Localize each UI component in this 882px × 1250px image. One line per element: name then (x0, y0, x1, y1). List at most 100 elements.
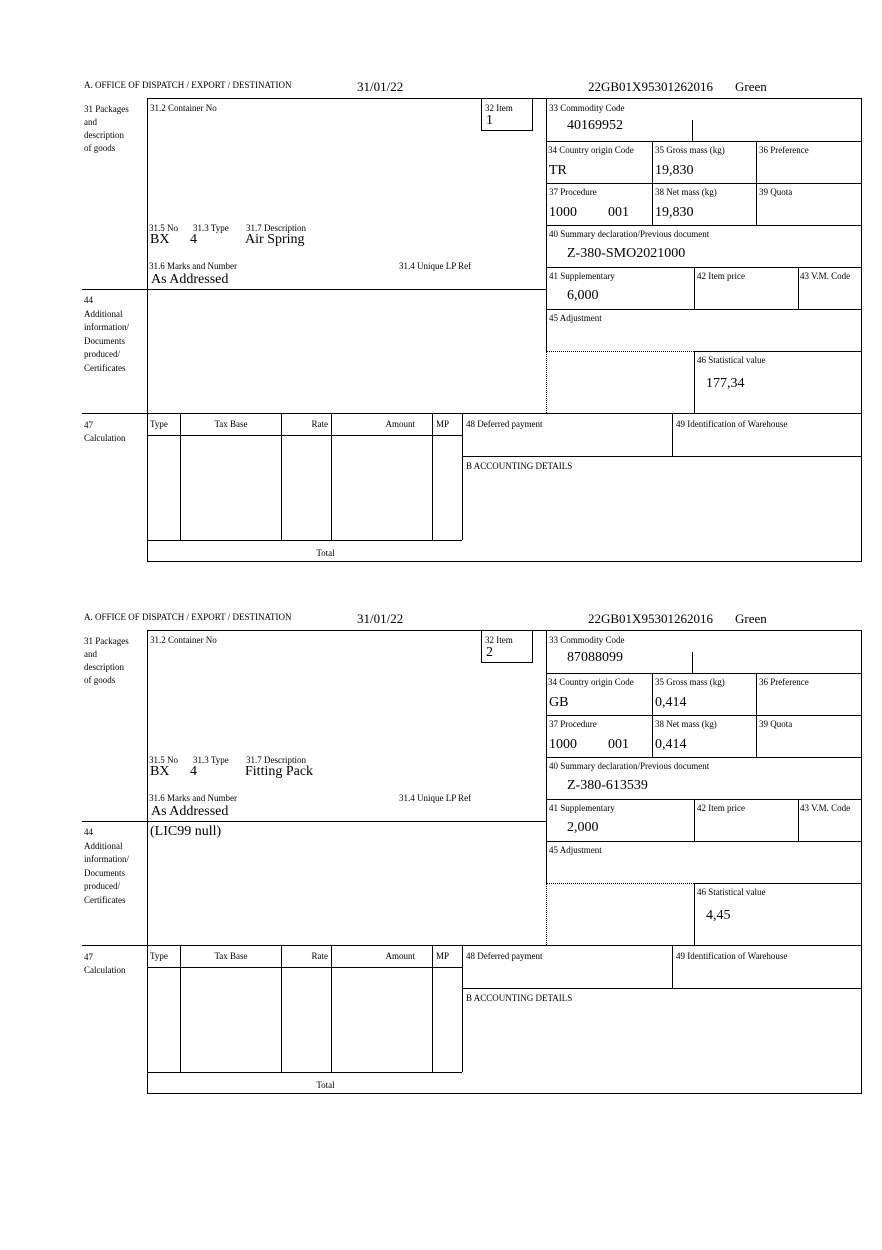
marks-value: As Addressed (151, 272, 229, 287)
warehouse-id-label: 49 Identification of Warehouse (676, 419, 788, 429)
statistical-value: 177,34 (706, 376, 745, 391)
box-31-label: 31 Packages and description of goods (84, 103, 129, 155)
route-status: Green (735, 611, 767, 626)
office-header: A. OFFICE OF DISPATCH / EXPORT / DESTINA… (84, 612, 292, 622)
item-number: 2 (486, 645, 493, 660)
pkg-type-value: 4 (190, 764, 197, 779)
divider (147, 630, 148, 1093)
item-price-label: 42 Item price (697, 271, 745, 281)
divider (652, 673, 653, 757)
divider (147, 1072, 462, 1073)
divider (281, 945, 282, 1072)
label-line: Additional (84, 840, 123, 851)
country-origin-value: GB (549, 695, 569, 710)
divider (546, 183, 862, 184)
deferred-payment-label: 48 Deferred payment (466, 951, 543, 961)
dotted-divider (546, 883, 694, 884)
commodity-code-value: 87088099 (567, 650, 623, 665)
divider (331, 413, 332, 540)
label-line: and (84, 649, 97, 659)
warehouse-id-label: 49 Identification of Warehouse (676, 951, 788, 961)
divider (481, 630, 482, 662)
divider (462, 456, 862, 457)
pkg-type-label: 31.3 Type (193, 223, 229, 233)
preference-label: 36 Preference (759, 677, 809, 687)
divider (546, 673, 862, 674)
box-44-label: 44 Additional information/Documents produce… (84, 294, 129, 375)
pkg-no-value: BX (150, 764, 170, 779)
adjustment-label: 45 Adjustment (549, 313, 602, 323)
divider (147, 630, 862, 631)
net-mass-label: 38 Net mass (kg) (655, 187, 717, 197)
divider (147, 98, 862, 99)
summary-doc-label: 40 Summary declaration/Previous document (549, 229, 710, 239)
divider (462, 945, 463, 1072)
unique-lp-ref-label: 31.4 Unique LP Ref (399, 261, 472, 271)
divider (546, 630, 547, 883)
divider (82, 821, 546, 822)
divider (861, 98, 862, 561)
divider (82, 413, 862, 414)
divider (82, 945, 862, 946)
declaration-item-form: A. OFFICE OF DISPATCH / EXPORT / DESTINA… (0, 79, 882, 578)
preference-label: 36 Preference (759, 145, 809, 155)
supplementary-label: 41 Supplementary (549, 271, 615, 281)
deferred-payment-label: 48 Deferred payment (466, 419, 543, 429)
label-line: description (84, 130, 124, 140)
divider (481, 98, 482, 130)
divider (462, 988, 862, 989)
divider (481, 130, 533, 131)
label-line: of goods (84, 143, 116, 153)
pkg-type-label: 31.3 Type (193, 755, 229, 765)
label-line: description (84, 662, 124, 672)
declaration-item-form: A. OFFICE OF DISPATCH / EXPORT / DESTINA… (0, 611, 882, 1110)
calc-col-type: Type (150, 951, 168, 961)
divider (147, 967, 462, 968)
country-origin-value: TR (549, 163, 567, 178)
commodity-code-label: 33 Commodity Code (549, 635, 625, 645)
divider (532, 98, 533, 130)
total-label: Total (316, 1080, 335, 1090)
label-line: 44 (84, 827, 93, 837)
label-line: produced/ (84, 349, 120, 359)
net-mass-label: 38 Net mass (kg) (655, 719, 717, 729)
route-status: Green (735, 79, 767, 94)
quota-label: 39 Quota (759, 187, 793, 197)
divider (281, 413, 282, 540)
divider (546, 225, 862, 226)
marks-label: 31.6 Marks and Number (149, 793, 237, 803)
unique-lp-ref-label: 31.4 Unique LP Ref (399, 793, 472, 803)
divider (82, 289, 546, 290)
label-line: Certificates (84, 362, 126, 373)
label-line: Certificates (84, 894, 126, 905)
marks-value: As Addressed (151, 804, 229, 819)
divider (432, 413, 433, 540)
vm-code-label: 43 V.M. Code (800, 803, 851, 813)
pkg-no-label: 31.5 No (149, 223, 178, 233)
divider (756, 141, 757, 225)
description-label: 31.7 Description (246, 223, 306, 233)
label-line: Documents (84, 867, 125, 878)
divider (331, 945, 332, 1072)
country-origin-label: 34 Country origin Code (548, 677, 634, 687)
gross-mass-label: 35 Gross mass (kg) (655, 677, 725, 687)
statistical-value: 4,45 (706, 908, 731, 923)
supplementary-value: 2,000 (567, 820, 599, 835)
divider (798, 799, 799, 841)
supplementary-value: 6,000 (567, 288, 599, 303)
label-line: 31 Packages (84, 104, 129, 114)
calc-col-mp: MP (436, 419, 450, 429)
divider (798, 267, 799, 309)
divider (692, 120, 693, 141)
divider (546, 841, 862, 842)
gross-mass-value: 19,830 (655, 163, 694, 178)
additional-info-value: (LIC99 null) (150, 824, 222, 839)
statistical-value-label: 46 Statistical value (697, 355, 766, 365)
divider (481, 662, 533, 663)
gross-mass-label: 35 Gross mass (kg) (655, 145, 725, 155)
calc-col-tax-base: Tax Base (214, 951, 248, 961)
calculation-label: 47 Calculation (84, 951, 126, 977)
procedure-value: 1000 (549, 205, 577, 220)
calc-col-rate: Rate (311, 419, 329, 429)
calculation-label: 47 Calculation (84, 419, 126, 445)
